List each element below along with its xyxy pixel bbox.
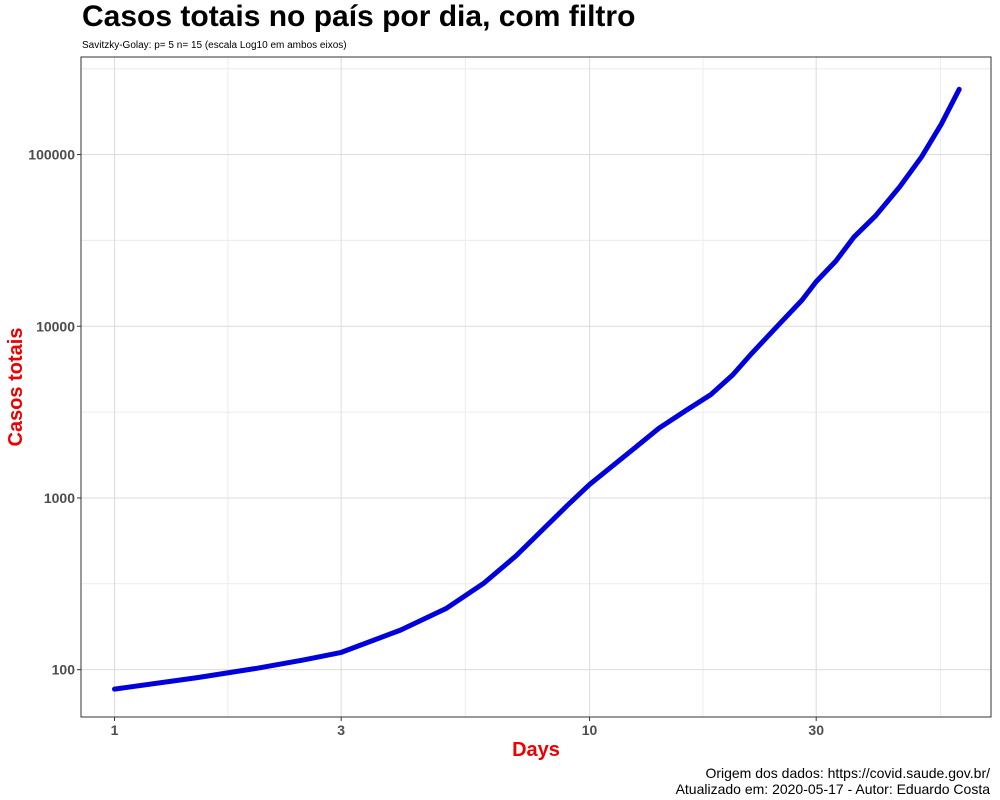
series-layer — [112, 86, 962, 692]
y-tick-label: 100000 — [28, 147, 75, 163]
y-tick-label: 100 — [52, 662, 76, 678]
y-axis-label: Casos totais — [5, 328, 27, 447]
x-axis-ticks: 1 3 10 30 — [111, 717, 824, 738]
plot-panel-border — [80, 56, 992, 718]
y-tick-label: 1000 — [44, 490, 75, 506]
chart-subtitle: Savitzky-Golay: p= 5 n= 15 (escala Log10… — [82, 40, 347, 51]
caption-updated: Atualizado em: 2020-05-17 - Autor: Eduar… — [675, 781, 990, 797]
x-axis-label: Days — [512, 739, 560, 761]
grid-major — [81, 57, 991, 717]
caption-source: Origem dos dados: https://covid.saude.go… — [705, 765, 990, 781]
y-axis-ticks: 100 1000 10000 100000 — [28, 147, 81, 678]
grid-minor — [81, 57, 991, 717]
chart-title: Casos totais no país por dia, com filtro — [82, 0, 636, 33]
x-tick-label: 1 — [111, 722, 119, 738]
y-tick-label: 10000 — [36, 318, 75, 334]
x-tick-label: 3 — [337, 722, 345, 738]
x-tick-label: 30 — [808, 722, 824, 738]
x-tick-label: 10 — [582, 722, 598, 738]
series-line — [112, 86, 962, 692]
caption: Origem dos dados: https://covid.saude.go… — [676, 765, 990, 797]
